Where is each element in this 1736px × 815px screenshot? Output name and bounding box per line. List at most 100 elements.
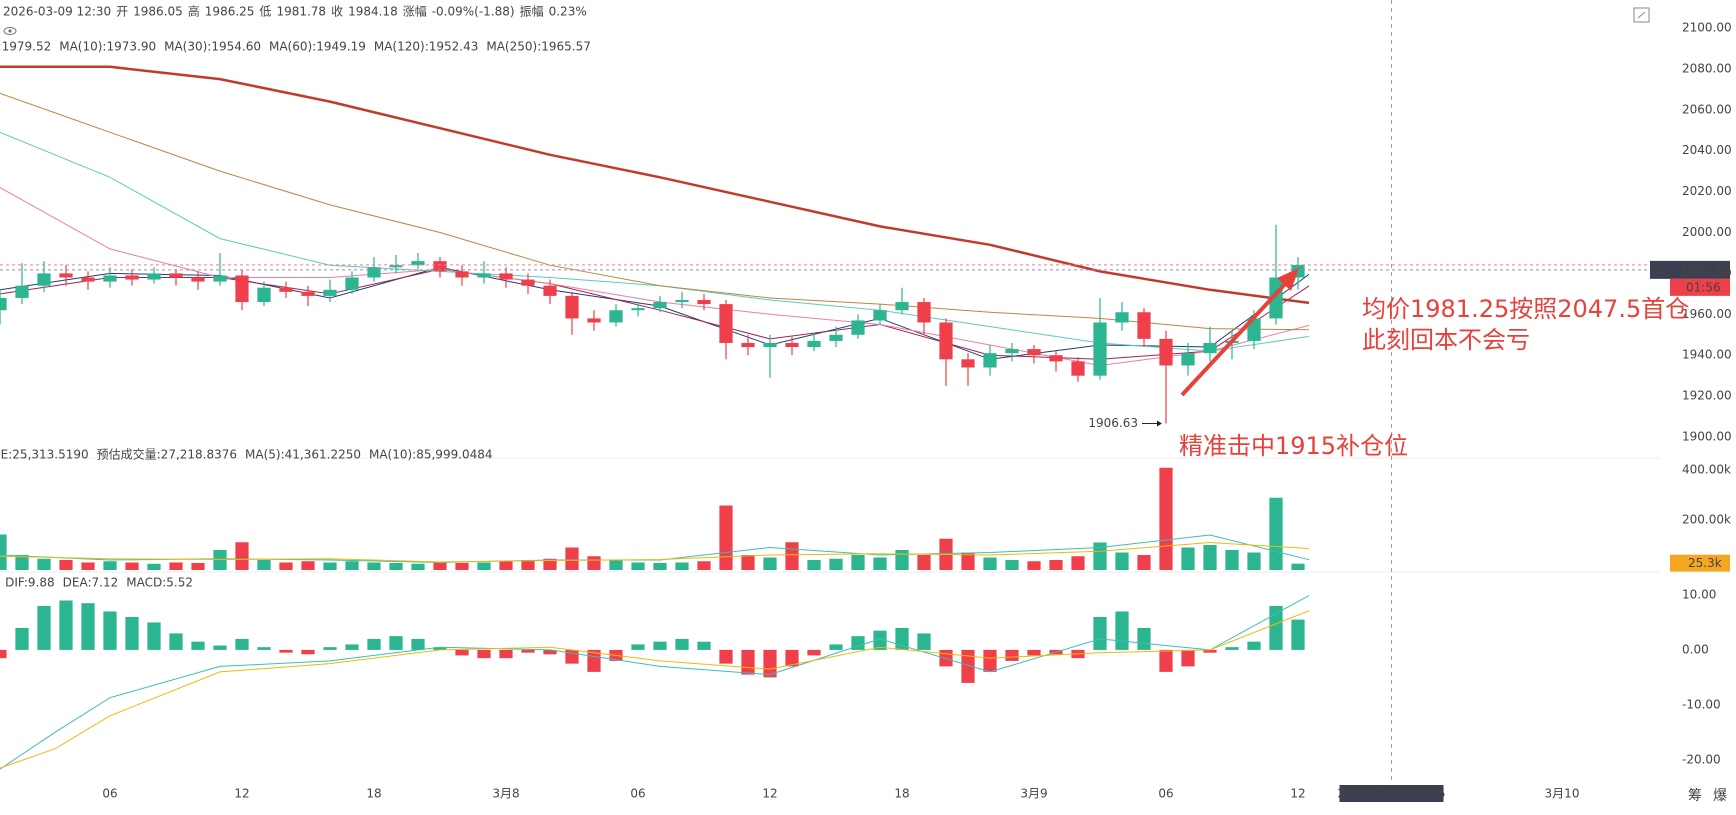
volume-bar [587, 556, 601, 570]
y-tick-label: 2000.00 [1682, 225, 1732, 239]
candle-body [565, 295, 579, 319]
candle-body [1005, 349, 1019, 354]
volume-bar [191, 563, 205, 570]
legend-entry: 预估成交量:27,218.8376 [97, 447, 237, 462]
candle-body [851, 320, 865, 335]
macd-bar [1137, 627, 1151, 650]
volume-badge [1670, 554, 1730, 572]
countdown-badge [1670, 278, 1730, 296]
x-tick-label: 3月10 [1545, 787, 1580, 801]
volume-badge-label: 25.3k [1688, 556, 1722, 570]
candle-body [653, 302, 667, 309]
crosshair-label: 2026-03-09 16:15 [1337, 787, 1445, 801]
eye-icon[interactable] [3, 27, 17, 35]
footer-icon[interactable]: 筹 [1688, 787, 1702, 804]
y-tick-label: 1900.00 [1682, 430, 1732, 444]
volume-bar [521, 560, 535, 570]
candle-body [697, 300, 711, 305]
volume-bar [1181, 547, 1195, 570]
macd-bar [1291, 619, 1305, 650]
price-badge [1650, 260, 1730, 279]
candle-body [829, 334, 843, 341]
header-text: 低 [259, 5, 271, 19]
volume-bar [279, 562, 293, 570]
candle-body [1049, 355, 1063, 362]
volume-bar [1203, 545, 1217, 570]
volume-bar [257, 560, 271, 570]
macd-bar [829, 644, 843, 650]
volume-bar [1247, 552, 1261, 570]
fullscreen-icon[interactable] [1633, 7, 1650, 23]
macd-bar [59, 600, 73, 650]
x-tick-label: 12 [1290, 787, 1305, 801]
volume-bar [1071, 556, 1085, 570]
x-tick-label: 12 [762, 787, 777, 801]
legend-entry: MA(5):1979.52 [0, 40, 51, 54]
eye-outline [3, 27, 17, 35]
candle-body [917, 302, 931, 323]
macd-bar [1247, 641, 1261, 650]
volume-bar [477, 562, 491, 570]
volume-bar [917, 555, 931, 570]
volume-bar [345, 561, 359, 570]
macd-bar [15, 627, 29, 650]
macd-bar [1005, 649, 1019, 661]
volume-bar [1137, 555, 1151, 570]
macd-bar [455, 649, 469, 656]
candle-body [367, 267, 381, 278]
y-tick-label: -10.00 [1682, 697, 1721, 711]
macd-bar [741, 649, 755, 675]
macd-bar [147, 622, 161, 650]
volume-bar [1159, 467, 1173, 570]
volume-bar [807, 560, 821, 570]
candle-body [543, 285, 557, 296]
volume-bar [983, 557, 997, 570]
candle-body [1159, 338, 1173, 366]
macd-bar [675, 638, 689, 650]
volume-bar [1269, 497, 1283, 570]
ma-line [0, 610, 1310, 769]
candle-body [15, 285, 29, 298]
macd-bar [81, 603, 95, 650]
arrow-shaft [1180, 280, 1289, 397]
y-tick-label: 1960.00 [1682, 307, 1732, 321]
macd-bar [37, 605, 51, 650]
macd-bar [1027, 649, 1041, 656]
ma-line [0, 541, 1310, 563]
candle-body [433, 261, 447, 272]
candle-body [983, 353, 997, 368]
header-text: 高 [188, 4, 200, 19]
macd-bar [543, 649, 557, 655]
volume-bar [1049, 560, 1063, 570]
header-text: 收 [331, 5, 343, 19]
x-tick-label: 06 [102, 787, 117, 801]
macd-bar [1181, 649, 1195, 667]
ma-line [0, 595, 1310, 770]
footer-icon[interactable]: 爆 [1713, 788, 1727, 804]
volume-bar [103, 561, 117, 570]
volume-bar [367, 562, 381, 570]
annotation: 精准击中1915补仓位 [1179, 432, 1408, 460]
candle-body [1247, 318, 1261, 341]
volume-bar [697, 561, 711, 570]
volume-bar [433, 562, 447, 570]
y-tick-label: 1940.00 [1682, 348, 1732, 362]
macd-bar [1093, 616, 1107, 650]
price-badge-plus: + [1655, 262, 1665, 276]
x-tick-label: 3月8 [492, 787, 519, 801]
volume-bar [213, 550, 227, 570]
candle-body [939, 322, 953, 360]
candle-body [301, 291, 315, 296]
header-text: 涨幅 [403, 4, 427, 19]
header-text: -0.09%(-1.88) [432, 5, 515, 19]
volume-bar [873, 557, 887, 570]
legend-entry: MA(10):1973.90 [59, 40, 156, 54]
legend-entry: DEA:7.12 [63, 576, 119, 590]
macd-bar [433, 647, 447, 650]
macd-bar [1115, 611, 1129, 650]
candle-body [81, 277, 95, 282]
header-text: 1986.05 [133, 5, 183, 19]
legend-entry: MA(30):1954.60 [164, 40, 261, 54]
volume-bar [125, 562, 139, 570]
